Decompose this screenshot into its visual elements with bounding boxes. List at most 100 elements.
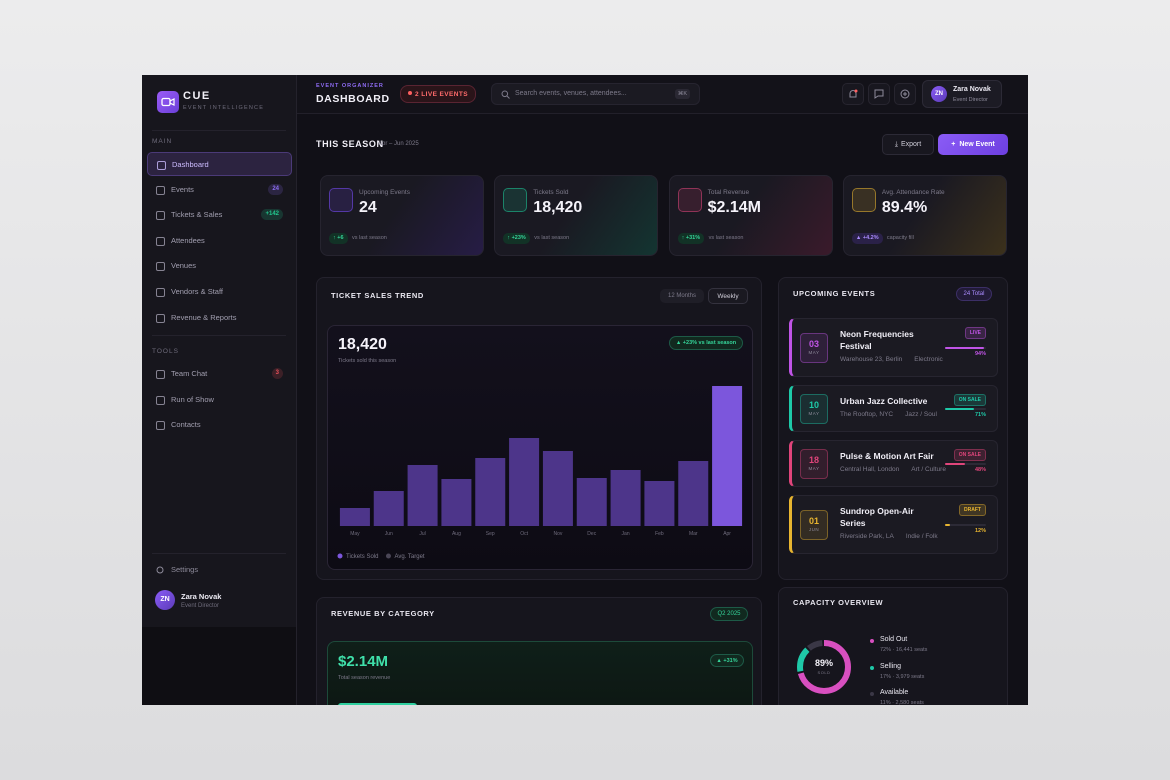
- revenue-title: REVENUE BY CATEGORY: [331, 609, 435, 618]
- event-genre: Jazz / Soul: [905, 411, 937, 418]
- x-tick-label: Aug: [452, 531, 461, 537]
- nav-badge: +142: [261, 209, 283, 221]
- messages-button[interactable]: [868, 83, 890, 105]
- search-icon: [501, 90, 510, 99]
- nav-icon: [156, 211, 165, 221]
- legend-label: Tickets Sold: [346, 554, 378, 560]
- divider: [152, 335, 286, 336]
- nav-label: Events: [171, 184, 194, 194]
- trend-total: 18,420: [338, 336, 387, 353]
- settings-link[interactable]: Settings: [147, 558, 292, 582]
- event-fill-label: 71%: [974, 411, 986, 418]
- event-genre: Indie / Folk: [905, 533, 938, 540]
- stat-note: vs last season: [708, 235, 744, 241]
- x-tick-label: Dec: [587, 531, 596, 537]
- capacity-title: CAPACITY OVERVIEW: [793, 598, 884, 607]
- stat-note: vs last season: [534, 235, 570, 241]
- legend-detail: 72% · 16,441 seats: [880, 647, 928, 653]
- live-badge[interactable]: 2 LIVE EVENTS: [400, 85, 476, 103]
- bar: [644, 481, 675, 526]
- donut-center-label: SOLD: [818, 670, 831, 675]
- legend-swatch: [337, 553, 343, 559]
- nav-item[interactable]: Dashboard: [147, 152, 292, 176]
- event-date: 03 MAY: [800, 332, 828, 363]
- new-event-button[interactable]: + New Event: [938, 134, 1008, 155]
- nav-item[interactable]: Contacts: [147, 413, 292, 437]
- nav-item[interactable]: Revenue & Reports: [147, 306, 292, 330]
- event-month: MAY: [808, 349, 820, 355]
- revenue-delta: ▲ +31%: [710, 654, 744, 667]
- revenue-total: $2.14M: [338, 653, 389, 670]
- event-status: LIVE: [964, 327, 986, 339]
- event-date: 10 MAY: [800, 393, 828, 424]
- export-label: Export: [900, 141, 922, 148]
- header-title: DASHBOARD: [316, 93, 390, 105]
- event-status: ON SALE: [953, 394, 986, 406]
- event-name: Urban Jazz Collective: [840, 396, 928, 406]
- stat-card: Tickets Sold 18,420 ↑ +23% vs last season: [494, 175, 659, 256]
- stat-label: Upcoming Events: [359, 189, 410, 196]
- donut-segment: [797, 640, 851, 694]
- header-eyebrow: EVENT ORGANIZER: [316, 83, 384, 89]
- search-box[interactable]: Search events, venues, attendees... ⌘K: [491, 83, 700, 105]
- nav-label: Dashboard: [172, 160, 209, 169]
- nav-item[interactable]: Team Chat 3: [147, 362, 292, 386]
- event-card[interactable]: 01 JUN Sundrop Open-Air Series Riverside Pa…: [789, 495, 998, 554]
- event-venue: Riverside Park, LA: [840, 533, 894, 540]
- x-tick-label: Oct: [520, 531, 528, 537]
- nav-item[interactable]: Vendors & Staff: [147, 280, 292, 304]
- nav-item[interactable]: Run of Show: [147, 388, 292, 412]
- add-button[interactable]: [894, 83, 916, 105]
- export-icon: ⤓: [894, 141, 898, 148]
- x-tick-label: May: [350, 531, 360, 537]
- legend-swatch: [870, 639, 874, 643]
- stat-icon: [503, 188, 528, 212]
- event-card[interactable]: 03 MAY Neon Frequencies Festival Warehouse …: [789, 318, 998, 377]
- event-date: 01 JUN: [800, 509, 828, 540]
- bar: [339, 508, 370, 526]
- nav-section-title: TOOLS: [152, 348, 179, 355]
- x-tick-label: Jun: [385, 531, 393, 537]
- nav-section-title: MAIN: [152, 138, 173, 145]
- header-user[interactable]: ZN Zara Novak Event Director: [922, 80, 1002, 108]
- legend-detail: 11% · 2,580 seats: [880, 700, 924, 705]
- nav-item[interactable]: Venues: [147, 254, 292, 278]
- bar: [509, 438, 540, 526]
- nav-item[interactable]: Attendees: [147, 229, 292, 253]
- toggle-12-months[interactable]: 12 Months: [660, 289, 704, 303]
- nav-icon: [156, 262, 165, 272]
- user-avatar: ZN: [155, 590, 175, 610]
- bar: [407, 465, 438, 526]
- legend-swatch: [385, 553, 391, 559]
- nav-label: Team Chat: [171, 369, 208, 378]
- search-placeholder: Search events, venues, attendees...: [515, 90, 627, 97]
- nav-label: Revenue & Reports: [171, 312, 237, 322]
- nav-icon: [156, 288, 165, 297]
- nav-item[interactable]: Tickets & Sales +142: [147, 203, 292, 227]
- notifications-button[interactable]: [842, 83, 864, 105]
- add-icon: [900, 89, 910, 99]
- user-name: Zara Novak: [181, 592, 222, 601]
- legend-detail: 17% · 3,979 seats: [880, 673, 925, 680]
- event-progress-track: [945, 407, 986, 410]
- stat-card: Total Revenue $2.14M ↑ +31% vs last season: [668, 175, 833, 256]
- message-icon: [874, 89, 884, 99]
- bar: [712, 386, 743, 526]
- header-avatar: ZN: [931, 86, 947, 102]
- bar: [576, 478, 607, 526]
- event-progress-fill: [945, 346, 984, 349]
- export-button[interactable]: ⤓ Export: [882, 134, 934, 155]
- event-card[interactable]: 18 MAY Pulse & Motion Art Fair Central Hall…: [789, 440, 998, 487]
- event-venue: Warehouse 23, Berlin: [840, 356, 903, 363]
- new-event-label: New Event: [959, 141, 995, 148]
- revenue-badge: Q2 2025: [710, 607, 748, 621]
- x-tick-label: Nov: [553, 531, 562, 537]
- trend-badge: ▲ +23% vs last season: [669, 336, 743, 350]
- toggle-weekly[interactable]: Weekly: [708, 288, 748, 304]
- trend-card: 18,420 Tickets sold this season ▲ +23% v…: [327, 325, 753, 570]
- event-card[interactable]: 10 MAY Urban Jazz Collective The Rooftop, N…: [789, 385, 998, 432]
- nav-item[interactable]: Events 24: [147, 178, 292, 202]
- logo: [157, 91, 179, 113]
- event-date: 18 MAY: [800, 448, 828, 479]
